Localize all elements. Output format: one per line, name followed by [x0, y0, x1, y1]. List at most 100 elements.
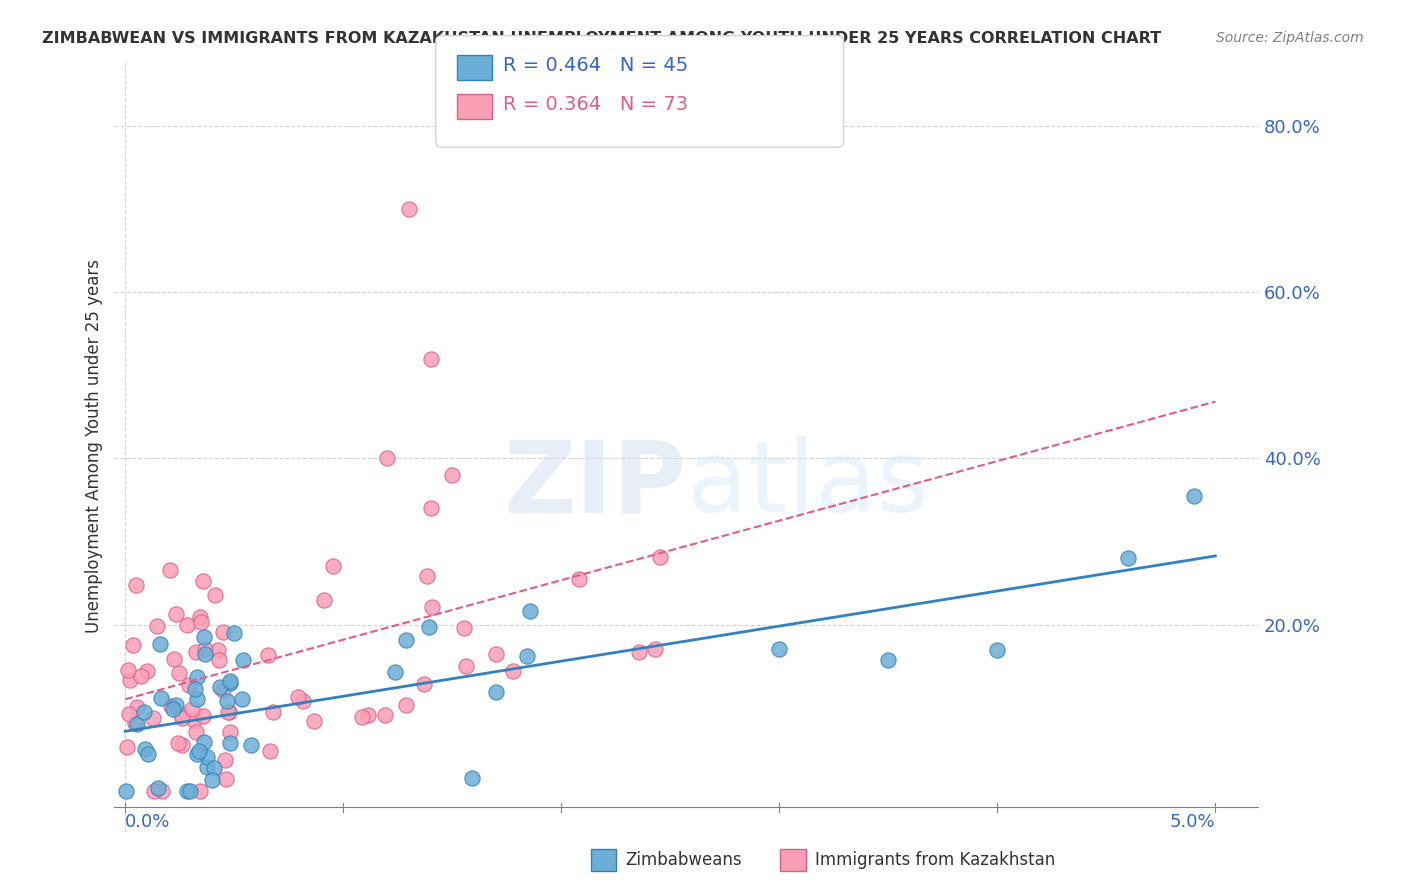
Point: [395, 698, 418, 712]
Point: [149, 637, 172, 651]
Point: [375, 451, 398, 466]
Point: [170, 711, 193, 725]
Point: [218, 706, 240, 720]
Point: [193, 630, 215, 644]
Point: [132, 705, 155, 719]
Point: [419, 501, 441, 516]
Point: [125, 578, 148, 592]
Point: [202, 761, 225, 775]
Point: [441, 468, 464, 483]
Point: [219, 724, 242, 739]
Point: [188, 744, 211, 758]
Point: [502, 664, 524, 678]
Point: [162, 652, 184, 666]
Point: [232, 653, 254, 667]
Point: [186, 747, 208, 761]
Point: [395, 632, 418, 647]
Point: [170, 738, 193, 752]
Point: [215, 772, 238, 787]
Text: Source: ZipAtlas.com: Source: ZipAtlas.com: [1216, 31, 1364, 45]
Point: [191, 708, 214, 723]
Point: [986, 642, 1008, 657]
Point: [212, 624, 235, 639]
Point: [877, 653, 900, 667]
Point: [167, 736, 190, 750]
Point: [768, 641, 790, 656]
Point: [149, 691, 172, 706]
Point: [259, 744, 281, 758]
Point: [135, 665, 157, 679]
Y-axis label: Unemployment Among Youth under 25 years: Unemployment Among Youth under 25 years: [86, 259, 103, 633]
Point: [181, 702, 204, 716]
Point: [176, 618, 198, 632]
Point: [322, 559, 344, 574]
Text: 0.0%: 0.0%: [125, 813, 170, 830]
Point: [115, 739, 138, 754]
Point: [146, 618, 169, 632]
Point: [193, 574, 215, 588]
Point: [219, 676, 242, 690]
Point: [170, 707, 193, 722]
Text: 5.0%: 5.0%: [1170, 813, 1215, 830]
Point: [177, 678, 200, 692]
Point: [219, 674, 242, 689]
Point: [312, 592, 335, 607]
Point: [184, 681, 207, 696]
Point: [208, 653, 231, 667]
Point: [125, 699, 148, 714]
Point: [176, 784, 198, 798]
Text: R = 0.364   N = 73: R = 0.364 N = 73: [503, 95, 689, 114]
Point: [194, 647, 217, 661]
Point: [222, 626, 245, 640]
Point: [118, 673, 141, 688]
Point: [398, 202, 420, 217]
Point: [134, 741, 156, 756]
Text: ZIP: ZIP: [503, 436, 686, 533]
Point: [190, 609, 212, 624]
Point: [291, 694, 314, 708]
Point: [485, 685, 508, 699]
Point: [416, 569, 439, 583]
Point: [568, 573, 591, 587]
Point: [186, 692, 208, 706]
Point: [1182, 489, 1205, 503]
Text: Zimbabweans: Zimbabweans: [626, 851, 742, 869]
Point: [142, 711, 165, 725]
Point: [485, 647, 508, 661]
Text: R = 0.464   N = 45: R = 0.464 N = 45: [503, 55, 689, 75]
Point: [412, 677, 434, 691]
Point: [167, 665, 190, 680]
Point: [418, 620, 440, 634]
Point: [117, 664, 139, 678]
Point: [1116, 551, 1139, 566]
Point: [419, 351, 441, 366]
Point: [195, 760, 218, 774]
Point: [188, 784, 211, 798]
Point: [209, 681, 232, 695]
Point: [136, 747, 159, 761]
Point: [146, 780, 169, 795]
Point: [627, 645, 650, 659]
Point: [165, 698, 187, 712]
Point: [186, 645, 208, 659]
Point: [204, 589, 226, 603]
Point: [122, 639, 145, 653]
Point: [356, 708, 378, 723]
Point: [165, 607, 187, 622]
Point: [240, 738, 263, 752]
Point: [124, 716, 146, 731]
Point: [195, 749, 218, 764]
Point: [516, 648, 538, 663]
Point: [456, 658, 478, 673]
Point: [194, 642, 217, 657]
Point: [184, 725, 207, 739]
Point: [214, 753, 236, 767]
Point: [262, 705, 284, 719]
Point: [215, 693, 238, 707]
Text: Immigrants from Kazakhstan: Immigrants from Kazakhstan: [815, 851, 1056, 869]
Point: [186, 670, 208, 684]
Point: [650, 549, 672, 564]
Point: [117, 706, 139, 721]
Point: [287, 690, 309, 704]
Point: [159, 563, 181, 577]
